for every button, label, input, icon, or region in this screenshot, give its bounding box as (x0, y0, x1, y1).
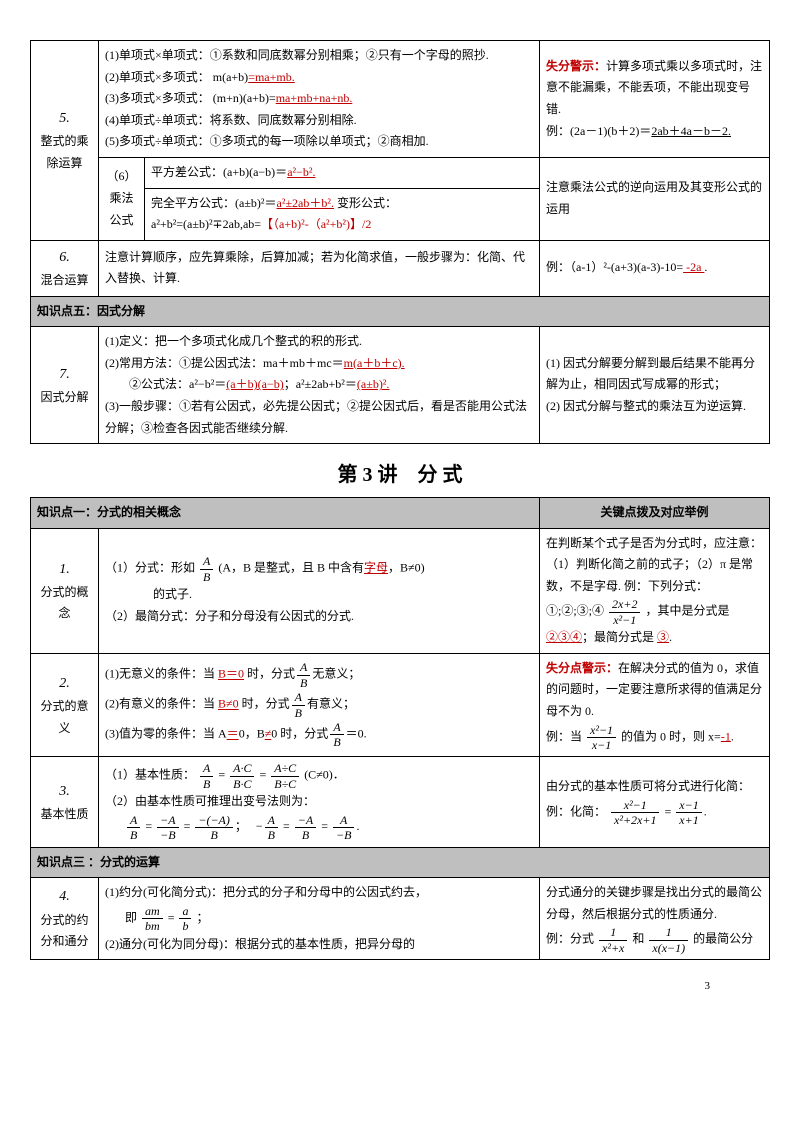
r5-p3: (3)多项式×多项式： (m+n)(a+b)=ma+mb+na+nb. (105, 88, 533, 110)
row-7: 7. 因式分解 (1)定义：把一个多项式化成几个整式的积的形式. (2)常用方法… (31, 327, 770, 444)
r5-pfs: 平方差公式：(a+b)(a−b)＝a²−b². (145, 157, 540, 188)
row-5-label: 5. 整式的乘除运算 (31, 41, 99, 241)
row-5-right: 失分警示：计算多项式乘以多项式时，注意不能漏乘，不能丢项，不能出现变号错. 例：… (540, 41, 770, 158)
row-6-label: 6. 混合运算 (31, 240, 99, 296)
r2-right: 失分点警示：在解决分式的值为 0，求值的问题时，一定要注意所求得的值满足分母不为… (540, 653, 770, 757)
row-5: 5. 整式的乘除运算 (1)单项式×单项式：①系数和同底数幂分别相乘；②只有一个… (31, 41, 770, 158)
page-number: 3 (30, 980, 770, 992)
page-title: 第 3 讲 分 式 (30, 458, 770, 487)
r3-right: 由分式的基本性质可将分式进行化简： 例：化简： x²−1x²+2x+1 = x−… (540, 757, 770, 847)
row-5-right2: 注意乘法公式的逆向运用及其变形公式的运用 (540, 157, 770, 240)
r1-body: （1）分式：形如 AB (A，B 是整式，且 B 中含有字母，B≠0) 的式子.… (99, 528, 540, 653)
r1-right: 在判断某个式子是否为分式时，应注意：（1）判断化简之前的式子；（2）π 是常数，… (540, 528, 770, 653)
r4-right: 分式通分的关键步骤是找出分式的最简公分母，然后根据分式的性质通分. 例：分式 1… (540, 878, 770, 960)
frac-ab: AB (200, 554, 213, 584)
r5-wq: 完全平方公式：(a±b)²＝a²±2ab＋b². 变形公式： a²+b²=(a±… (145, 188, 540, 240)
row-6-right: 例：（a-1）²-(a+3)(a-3)-10= -2a . (540, 240, 770, 296)
r1-label: 1. 分式的概念 (31, 528, 99, 653)
r3-body: （1）基本性质： AB = A·CB·C = A÷CB÷C (C≠0)． （2）… (99, 757, 540, 847)
r2-p3: (3)值为零的条件：当 A＝0，B≠0 时，分式AB＝0. (105, 720, 533, 750)
kp5-header: 知识点五：因式分解 (31, 296, 770, 327)
r2-body: (1)无意义的条件：当 B＝0 时，分式AB无意义； (2)有意义的条件：当 B… (99, 653, 540, 757)
row-7-label: 7. 因式分解 (31, 327, 99, 444)
r2-p2: (2)有意义的条件：当 B≠0 时，分式AB有意义； (105, 690, 533, 720)
r5-p4: (4)单项式÷单项式：将系数、同底数幂分别相除. (105, 110, 533, 132)
row-7-body: (1)定义：把一个多项式化成几个整式的积的形式. (2)常用方法：①提公因式法：… (99, 327, 540, 444)
r5-p5: (5)多项式÷单项式：①多项式的每一项除以单项式；②商相加. (105, 131, 533, 153)
table-2: 知识点一：分式的相关概念 关键点拨及对应举例 1. 分式的概念 （1）分式：形如… (30, 497, 770, 960)
r5-p1: (1)单项式×单项式：①系数和同底数幂分别相乘；②只有一个字母的照抄. (105, 45, 533, 67)
r5-sub6: （6）乘法公式 (99, 157, 145, 240)
r2-label: 2. 分式的意义 (31, 653, 99, 757)
table-1: 5. 整式的乘除运算 (1)单项式×单项式：①系数和同底数幂分别相乘；②只有一个… (30, 40, 770, 444)
row-t2-3: 3. 基本性质 （1）基本性质： AB = A·CB·C = A÷CB÷C (C… (31, 757, 770, 847)
row-5-body: (1)单项式×单项式：①系数和同底数幂分别相乘；②只有一个字母的照抄. (2)单… (99, 41, 540, 158)
kp5: 知识点五：因式分解 (31, 296, 770, 327)
row-t2-4: 4. 分式的约分和通分 (1)约分(可化简分式)：把分式的分子和分母中的公因式约… (31, 878, 770, 960)
row-t2-1: 1. 分式的概念 （1）分式：形如 AB (A，B 是整式，且 B 中含有字母，… (31, 528, 770, 653)
r3-label: 3. 基本性质 (31, 757, 99, 847)
row-6-body: 注意计算顺序，应先算乘除，后算加减；若为化简求值，一般步骤为：化简、代入替换、计… (99, 240, 540, 296)
r4-body: (1)约分(可化简分式)：把分式的分子和分母中的公因式约去， 即 ambm = … (99, 878, 540, 960)
r5-p2: (2)单项式×多项式： m(a+b)=ma+mb. (105, 67, 533, 89)
r7-p2: (2)常用方法：①提公因式法：ma＋mb＋mc＝m(a＋b＋c). ②公式法：a… (105, 353, 533, 396)
row-7-right: (1) 因式分解要分解到最后结果不能再分解为止，相同因式写成幂的形式； (2) … (540, 327, 770, 444)
kp1-header: 知识点一：分式的相关概念 关键点拨及对应举例 (31, 498, 770, 529)
kp1-r: 关键点拨及对应举例 (540, 498, 770, 529)
frac-ex2: x²−1x−1 (587, 723, 616, 753)
kp3-header: 知识点三 ：分式的运算 (31, 847, 770, 878)
row-5-sub1: （6）乘法公式 平方差公式：(a+b)(a−b)＝a²−b². 注意乘法公式的逆… (31, 157, 770, 188)
row-t2-2: 2. 分式的意义 (1)无意义的条件：当 B＝0 时，分式AB无意义； (2)有… (31, 653, 770, 757)
kp1: 知识点一：分式的相关概念 (31, 498, 540, 529)
row-5-txt: 整式的乘除运算 (37, 131, 92, 174)
frac-ex1: 2x+2x²−1 (609, 597, 640, 627)
kp3: 知识点三 ：分式的运算 (31, 847, 770, 878)
row-5-num: 5. (59, 111, 70, 126)
r4-label: 4. 分式的约分和通分 (31, 878, 99, 960)
row-6: 6. 混合运算 注意计算顺序，应先算乘除，后算加减；若为化简求值，一般步骤为：化… (31, 240, 770, 296)
r2-p1: (1)无意义的条件：当 B＝0 时，分式AB无意义； (105, 660, 533, 690)
